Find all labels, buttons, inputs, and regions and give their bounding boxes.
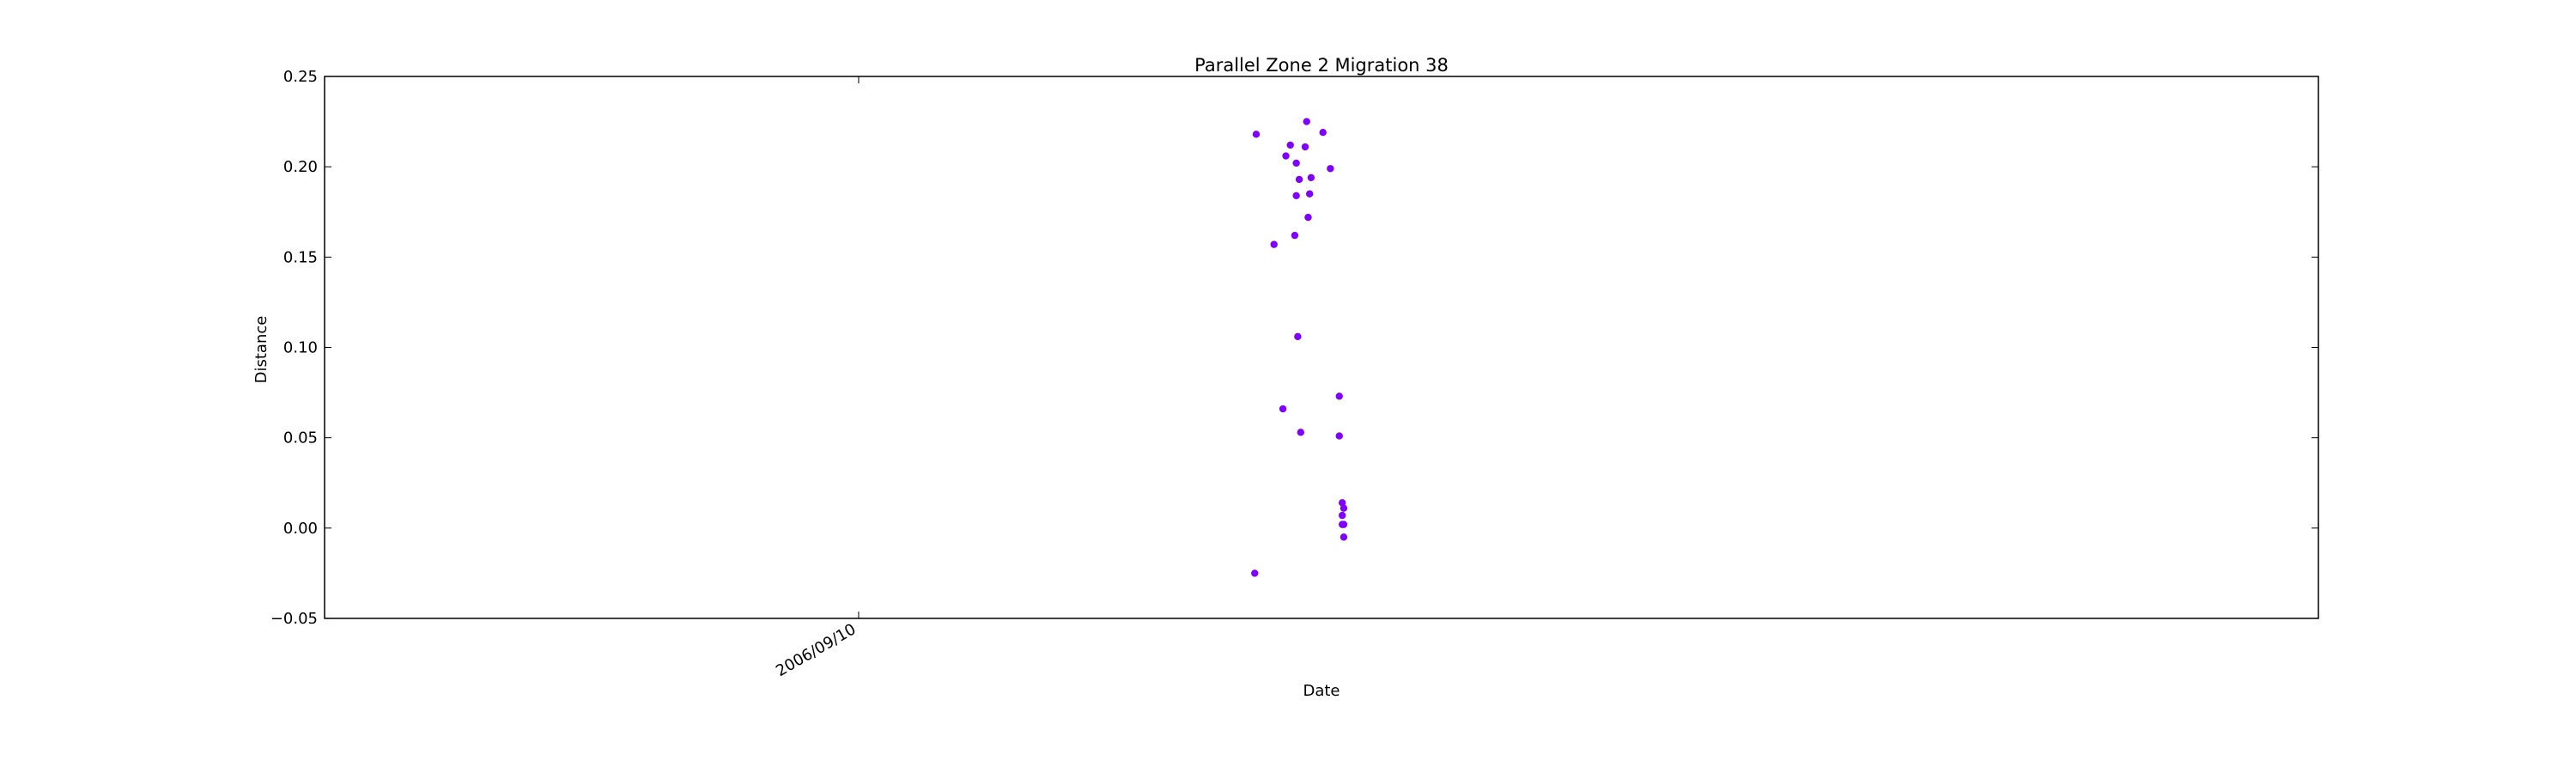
chart-title: Parallel Zone 2 Migration 38 xyxy=(1194,55,1449,76)
y-tick-label: 0.20 xyxy=(283,158,318,176)
data-point xyxy=(1327,165,1334,173)
data-point xyxy=(1297,429,1305,436)
plot-frame xyxy=(324,76,2319,619)
data-point xyxy=(1338,511,1346,520)
data-point xyxy=(1270,240,1278,248)
data-point xyxy=(1340,520,1348,528)
y-tick-label: −0.05 xyxy=(270,610,318,628)
data-point xyxy=(1286,141,1294,149)
data-point xyxy=(1304,213,1312,222)
data-point xyxy=(1251,569,1259,577)
x-axis-label: Date xyxy=(1303,682,1340,700)
data-point xyxy=(1340,533,1348,541)
y-tick-label: 0.15 xyxy=(283,248,318,266)
y-tick-label: 0.10 xyxy=(283,339,318,357)
data-point xyxy=(1294,332,1302,341)
data-point xyxy=(1282,152,1290,160)
y-axis-label: Distance xyxy=(252,316,270,384)
data-point xyxy=(1340,504,1348,512)
data-point xyxy=(1279,405,1287,413)
y-tick-label: 0.00 xyxy=(283,520,318,538)
data-point xyxy=(1303,118,1310,125)
data-point xyxy=(1292,192,1300,200)
data-points xyxy=(1251,118,1348,577)
data-point xyxy=(1292,159,1300,167)
y-tick-label: 0.25 xyxy=(283,68,318,86)
data-point xyxy=(1295,175,1303,184)
data-point xyxy=(1335,393,1343,400)
data-point xyxy=(1301,143,1309,151)
data-point xyxy=(1252,131,1261,138)
data-point xyxy=(1319,129,1327,137)
data-point xyxy=(1338,499,1346,507)
data-point xyxy=(1305,190,1314,198)
data-point xyxy=(1291,231,1299,240)
y-tick-label: 0.05 xyxy=(283,429,318,447)
data-point xyxy=(1307,173,1315,181)
data-point xyxy=(1335,432,1343,440)
